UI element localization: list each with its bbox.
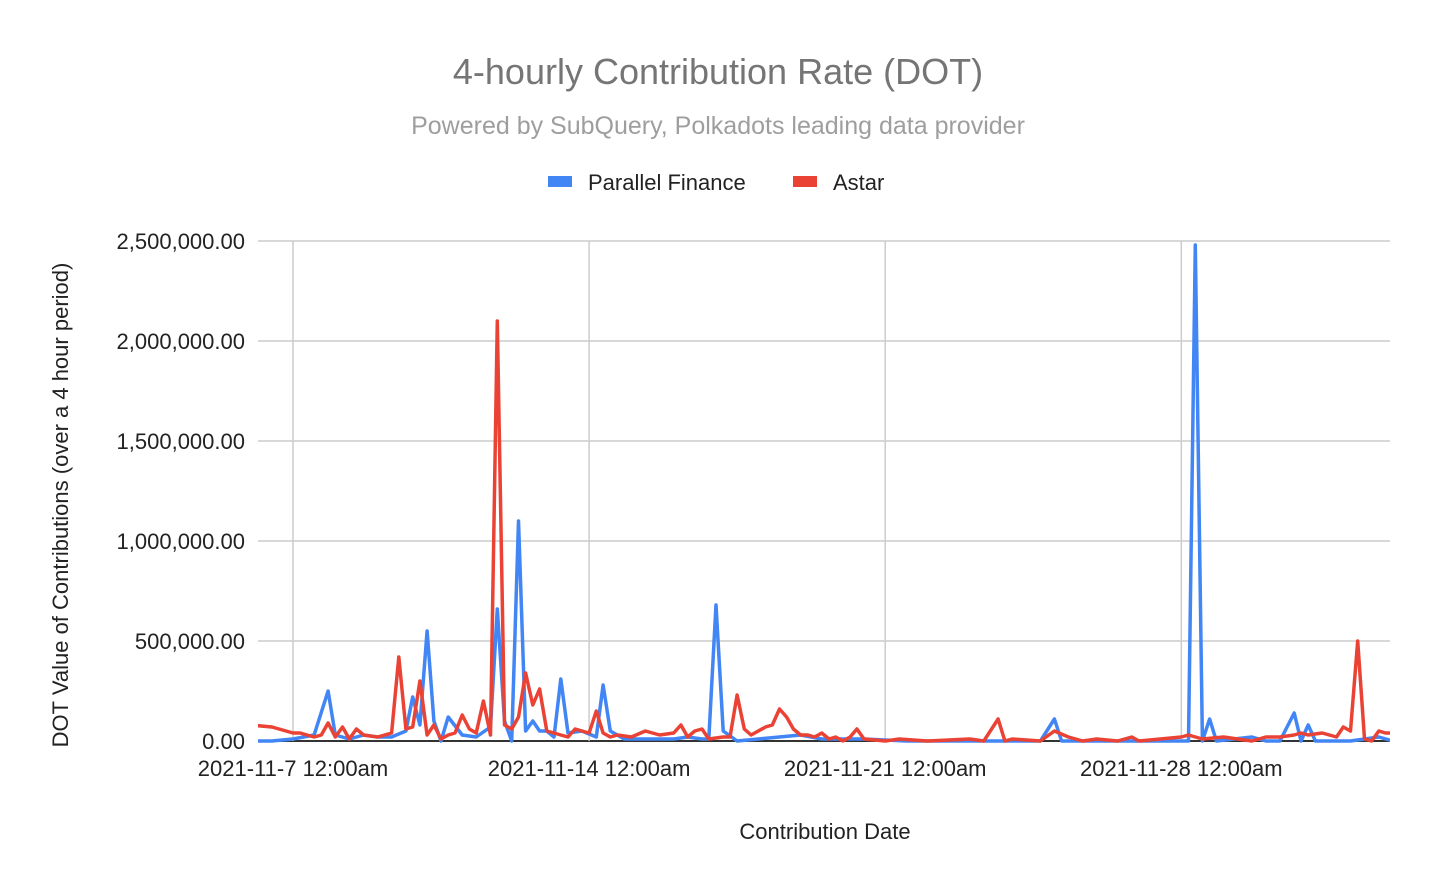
x-tick-labels: 2021-11-7 12:00am 2021-11-14 12:00am 2021-… [198, 756, 1283, 781]
legend-swatch [793, 176, 817, 187]
legend: Parallel Finance Astar [548, 170, 884, 195]
chart-subtitle: Powered by SubQuery, Polkadots leading d… [411, 112, 1025, 140]
y-gridlines [258, 240, 1390, 742]
series-layer [258, 243, 1390, 743]
y-tick-label: 500,000.00 [135, 629, 245, 654]
y-tick-label: 1,000,000.00 [117, 529, 245, 554]
y-tick-label: 2,500,000.00 [117, 229, 245, 254]
y-tick-label: 1,500,000.00 [117, 429, 245, 454]
y-tick-label: 0.00 [202, 729, 245, 754]
x-axis-label: Contribution Date [739, 819, 910, 844]
chart-title: 4-hourly Contribution Rate (DOT) [453, 51, 983, 92]
series-line-parallel-finance [258, 243, 1390, 743]
y-tick-label: 2,000,000.00 [117, 329, 245, 354]
x-tick-label: 2021-11-21 12:00am [784, 756, 987, 781]
y-tick-labels: 0.00 500,000.00 1,000,000.00 1,500,000.00 2,… [117, 229, 245, 754]
legend-label: Parallel Finance [588, 170, 746, 195]
series-line-astar [258, 319, 1390, 743]
legend-label: Astar [833, 170, 884, 195]
x-tick-label: 2021-11-7 12:00am [198, 756, 388, 781]
x-tick-label: 2021-11-28 12:00am [1080, 756, 1283, 781]
y-axis-label: DOT Value of Contributions (over a 4 hou… [48, 263, 73, 748]
x-gridlines [292, 241, 1183, 741]
legend-swatch [548, 176, 572, 187]
x-tick-label: 2021-11-14 12:00am [488, 756, 691, 781]
